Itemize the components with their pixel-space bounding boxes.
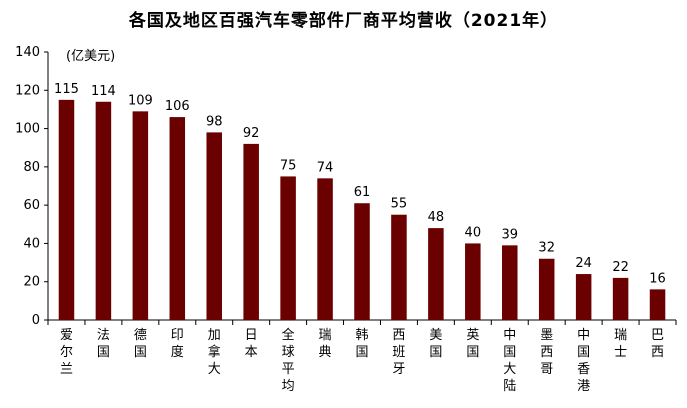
bar [354, 203, 370, 320]
category-label: 印度 [171, 328, 184, 360]
category-label: 法国 [97, 328, 110, 360]
data-label: 39 [501, 227, 518, 242]
category-label: 德国 [134, 328, 147, 360]
x-axis [47, 319, 677, 325]
data-label: 109 [128, 93, 153, 108]
y-tick-label: 100 [15, 122, 40, 137]
data-label: 106 [165, 99, 190, 114]
category-label: 瑞士 [614, 328, 627, 360]
data-label: 55 [391, 197, 408, 212]
data-label: 16 [649, 271, 666, 286]
category-label: 中国香港 [577, 328, 590, 394]
unit-label: (亿美元) [66, 49, 115, 64]
bar [538, 258, 555, 320]
category-label: 韩国 [355, 328, 368, 360]
bar [575, 274, 592, 320]
bar [132, 111, 149, 320]
y-tick-label: 80 [23, 160, 40, 175]
category-label: 日本 [245, 328, 258, 360]
bars [58, 99, 666, 321]
bar [95, 101, 112, 321]
bar [391, 214, 407, 320]
category-label: 中国大陆 [503, 328, 516, 394]
bar [317, 178, 333, 320]
data-label: 75 [280, 158, 297, 173]
data-label: 92 [243, 126, 260, 141]
bar [428, 228, 444, 320]
data-label: 114 [91, 84, 116, 99]
category-label: 英国 [466, 328, 479, 360]
y-tick-label: 0 [32, 313, 40, 328]
category-label: 墨西哥 [540, 328, 553, 377]
category-label: 美国 [429, 328, 442, 360]
data-label: 40 [465, 225, 482, 240]
y-tick-label: 60 [23, 198, 40, 213]
category-label: 西班牙 [392, 328, 405, 377]
y-tick-label: 20 [23, 275, 40, 290]
bar [206, 132, 222, 320]
data-label: 98 [206, 114, 223, 129]
data-label: 32 [538, 241, 555, 256]
bar [649, 289, 666, 320]
category-label: 瑞典 [319, 328, 332, 360]
data-label: 48 [428, 210, 445, 225]
data-label: 61 [354, 185, 371, 200]
y-tick-label: 40 [23, 236, 40, 251]
bar [465, 243, 481, 320]
bar [243, 143, 259, 320]
data-labels: 115 114 109 106 98 92 75 74 61 55 48 40 39 32 24 22 16 [54, 82, 666, 287]
bar [280, 176, 296, 320]
data-label: 74 [317, 160, 334, 175]
data-label: 22 [612, 260, 629, 275]
category-label: 爱尔兰 [60, 328, 73, 377]
category-label: 巴西 [651, 328, 664, 360]
data-label: 24 [575, 256, 592, 271]
bar [58, 99, 75, 320]
bar [169, 117, 186, 320]
y-tick-label: 140 [15, 45, 40, 60]
y-tick-label: 120 [15, 83, 40, 98]
data-label: 115 [54, 82, 79, 97]
bar [612, 277, 629, 320]
chart-title: 各国及地区百强汽车零部件厂商平均营收（2021年） [128, 11, 559, 31]
bar [502, 245, 518, 320]
category-label: 全球平均 [282, 327, 295, 394]
y-axis: 0 20 40 60 80 100 120 140 [15, 45, 49, 328]
category-label: 加拿大 [208, 328, 221, 377]
